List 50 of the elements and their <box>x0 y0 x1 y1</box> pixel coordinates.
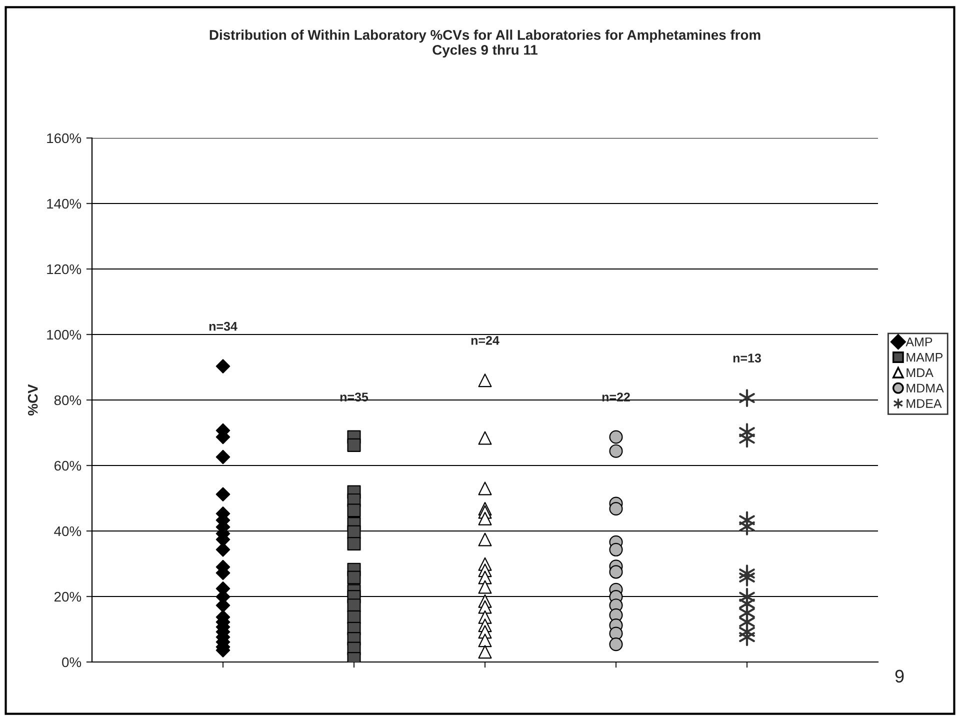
point <box>609 444 623 458</box>
legend-label: MDEA <box>906 399 942 408</box>
point <box>478 634 492 648</box>
chart-title: Distribution of Within Laboratory %CVs for All Laboratories for Amphetamines from Cycles 9 thru 11 <box>210 30 760 58</box>
point <box>347 598 361 612</box>
legend-label: AMP <box>906 338 932 346</box>
y-tick-label: 40% <box>54 526 82 536</box>
y-tick-label: 140% <box>47 198 82 209</box>
annotation: n=22 <box>602 392 630 402</box>
point <box>609 430 623 444</box>
point <box>739 568 755 586</box>
point <box>478 532 492 546</box>
y-tick-label: 120% <box>47 264 82 274</box>
y-tick-label: 0% <box>62 657 82 668</box>
point <box>347 537 361 551</box>
point <box>347 438 361 452</box>
annotation: n=35 <box>340 392 368 402</box>
text: 9 <box>895 670 904 683</box>
point <box>609 565 623 579</box>
point <box>216 542 230 557</box>
y-tick-label: 80% <box>54 395 82 406</box>
annotation: n=34 <box>209 322 238 331</box>
y-tick-label: 20% <box>54 592 82 602</box>
y-axis-title: %CV <box>28 384 38 416</box>
point <box>478 431 492 445</box>
y-tick-label: 60% <box>54 460 82 471</box>
point <box>478 600 492 614</box>
legend-label: MDMA <box>906 384 944 392</box>
y-tick-label: 100% <box>47 330 82 340</box>
legend-label: MAMP <box>906 353 943 362</box>
annotation: n=13 <box>733 354 761 363</box>
point <box>739 628 755 646</box>
annotation: n=24 <box>471 336 500 345</box>
point <box>609 542 623 556</box>
point <box>216 450 230 464</box>
y-tick-label: 160% <box>47 133 82 144</box>
point <box>478 645 492 659</box>
point <box>478 580 492 594</box>
point <box>347 504 361 518</box>
point <box>609 502 623 516</box>
legend-label: MDA <box>906 368 934 378</box>
point <box>216 359 230 374</box>
point <box>347 525 361 539</box>
point <box>347 570 361 584</box>
point <box>609 638 623 652</box>
point <box>478 374 492 388</box>
point <box>739 389 755 407</box>
point <box>478 482 492 496</box>
point <box>478 512 492 526</box>
point <box>216 487 230 502</box>
